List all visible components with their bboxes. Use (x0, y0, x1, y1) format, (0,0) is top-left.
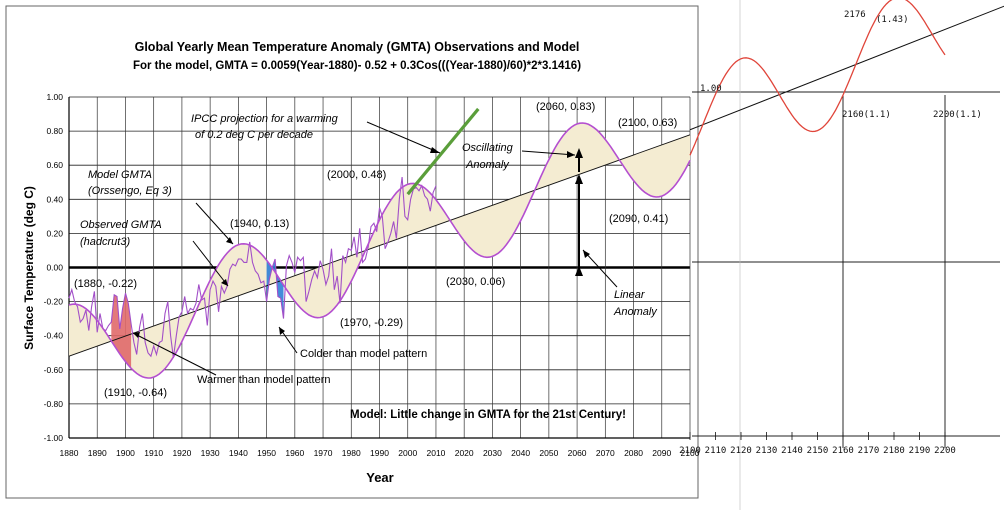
ipcc-projection-line (406, 107, 480, 196)
observed-gmta-line (68, 177, 437, 358)
ext-x-tick-label: 2120 (730, 446, 752, 456)
x-axis-label: Year (366, 470, 393, 485)
label-model-gmta-2: (Orssengo, Eq 3) (88, 185, 172, 197)
ext-x-tick-label: 2170 (858, 446, 880, 456)
x-tick-label: 2000 (398, 448, 417, 458)
y-tick-label: -0.20 (44, 297, 64, 307)
extension-chart (689, 0, 1004, 510)
y-axis-label: Surface Temperature (deg C) (22, 186, 36, 350)
label-linear-1: Linear (614, 289, 646, 301)
ext-x-tick-label: 2140 (781, 446, 803, 456)
y-tick-label: 0.40 (46, 194, 63, 204)
ext-model-line (689, 0, 946, 156)
x-tick-label: 1980 (342, 448, 361, 458)
x-tick-label: 1920 (172, 448, 191, 458)
ext-x-tick-label: 2190 (909, 446, 931, 456)
ext-y-tick-1-00: 1.00 (700, 84, 722, 94)
x-tick-label: 1930 (201, 448, 220, 458)
x-tick-label: 1950 (257, 448, 276, 458)
x-tick-label: 2060 (568, 448, 587, 458)
x-tick-label: 2040 (511, 448, 530, 458)
point-label-1970: (1970, -0.29) (340, 317, 403, 329)
ext-x-tick-label: 2160 (832, 446, 854, 456)
label-oscillating-1: Oscillating (462, 142, 514, 154)
y-tick-label: 1.00 (46, 92, 63, 102)
x-tick-label: 2030 (483, 448, 502, 458)
ext-linear-line (689, 5, 1004, 131)
ext-peak-value: (1.43) (876, 15, 909, 25)
chart-title: Global Yearly Mean Temperature Anomaly (… (135, 40, 580, 54)
series (68, 107, 691, 379)
label-warmer: Warmer than model pattern (197, 374, 330, 386)
ext-x-tick-label: 2110 (705, 446, 727, 456)
ext-x-tick-label: 2100 (679, 446, 701, 456)
y-tick-label: 0.20 (46, 228, 63, 238)
x-tick-label: 2100 (681, 448, 700, 458)
x-tick-label: 1910 (144, 448, 163, 458)
point-label-2090: (2090, 0.41) (609, 213, 668, 225)
annotation-arrows (132, 121, 618, 376)
label-observed-2: (hadcrut3) (80, 236, 130, 248)
y-tick-label: -1.00 (44, 433, 64, 443)
point-label-2100: (2100, 0.63) (618, 117, 677, 129)
x-tick-label: 2080 (624, 448, 643, 458)
point-label-1910: (1910, -0.64) (104, 387, 167, 399)
y-tick-label: -0.40 (44, 331, 64, 341)
warmer-highlight (111, 293, 132, 369)
up-arrowhead (575, 174, 583, 184)
x-tick-label: 1990 (370, 448, 389, 458)
ext-label-2200: 2200(1.1) (933, 110, 982, 120)
y-tick-label: 0.00 (46, 263, 63, 273)
x-tick-label: 1970 (314, 448, 333, 458)
label-conclusion: Model: Little change in GMTA for the 21s… (350, 409, 626, 421)
x-tick-label: 2070 (596, 448, 615, 458)
ext-x-tick-label: 2150 (807, 446, 829, 456)
point-label-2060: (2060, 0.83) (536, 101, 595, 113)
label-observed-1: Observed GMTA (80, 219, 162, 231)
point-label-2000: (2000, 0.48) (327, 169, 386, 181)
x-tick-label: 1960 (285, 448, 304, 458)
y-tick-label: -0.80 (44, 399, 64, 409)
tick-labels: 1.00 0.80 0.60 0.40 0.20 0.00 -0.20 -0.40 -0.60 -… (44, 92, 956, 458)
x-tick-label: 2090 (652, 448, 671, 458)
label-colder: Colder than model pattern (300, 348, 427, 360)
y-tick-label: 0.80 (46, 126, 63, 136)
point-label-1880: (1880, -0.22) (74, 278, 137, 290)
point-label-2030: (2030, 0.06) (446, 276, 505, 288)
label-ipcc-1: IPCC projection for a warming (191, 113, 339, 125)
x-tick-label: 2020 (455, 448, 474, 458)
label-linear-2: Anomaly (613, 306, 658, 318)
x-tick-label: 1940 (229, 448, 248, 458)
label-oscillating-2: Anomaly (465, 159, 510, 171)
ext-x-tick-label: 2200 (934, 446, 956, 456)
ext-x-tick-label: 2130 (756, 446, 778, 456)
ext-peak-year: 2176 (844, 10, 866, 20)
gridlines (68, 96, 691, 439)
x-tick-label: 1900 (116, 448, 135, 458)
extension-paper (687, 0, 1004, 510)
y-tick-label: -0.60 (44, 365, 64, 375)
x-tick-label: 2010 (426, 448, 445, 458)
ext-label-2160: 2160(1.1) (842, 110, 891, 120)
x-tick-label: 1880 (60, 448, 79, 458)
arrowheads (133, 147, 590, 338)
label-model-gmta-1: Model GMTA (88, 169, 152, 181)
linear-anomaly-line (68, 134, 691, 357)
y-tick-label: 0.60 (46, 160, 63, 170)
ext-x-tick-label: 2180 (883, 446, 905, 456)
label-ipcc-2: of 0.2 deg C per decade (195, 129, 313, 141)
main-frame (5, 5, 699, 499)
x-tick-label: 1890 (88, 448, 107, 458)
x-tick-label: 2050 (539, 448, 558, 458)
model-gmta-line (68, 122, 691, 379)
point-label-1940: (1940, 0.13) (230, 218, 289, 230)
chart-subtitle: For the model, GMTA = 0.0059(Year-1880)-… (133, 60, 581, 72)
